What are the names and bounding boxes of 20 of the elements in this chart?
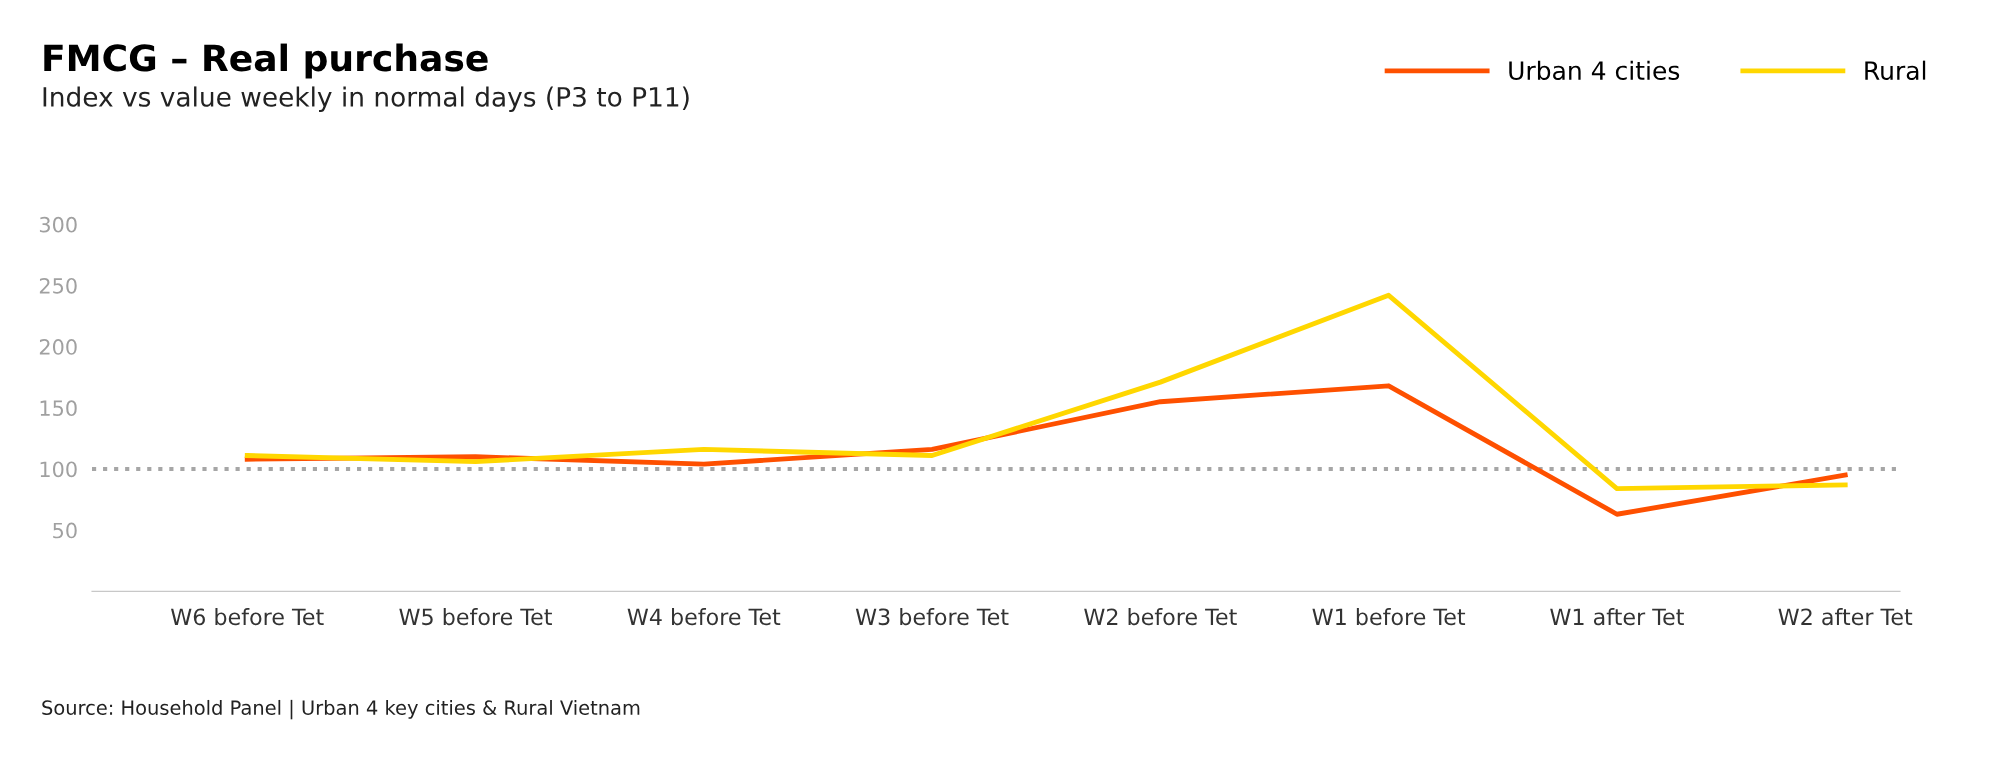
x-tick-label: W4 before Tet	[627, 607, 781, 626]
line-series	[244, 292, 1848, 491]
source-note: Source: Household Panel | Urban 4 key cities & Rural Vietnam	[42, 699, 640, 720]
y-tick-label: 50	[53, 522, 77, 539]
x-tick-label: W2 after Tet	[1778, 607, 1913, 626]
x-tick-label: W1 before Tet	[1312, 607, 1466, 626]
x-tick-label: W1 after Tet	[1550, 607, 1684, 626]
y-tick-label: 150	[40, 400, 77, 417]
y-tick-label: 200	[39, 339, 77, 355]
legend-label: Urban 4 cities	[1509, 60, 1680, 80]
y-tick-label: 300	[39, 216, 77, 233]
legend-label: Rural	[1865, 60, 1926, 80]
y-tick-label: 100	[40, 461, 77, 478]
x-tick-label: W6 before Tet	[171, 607, 324, 626]
x-tick-label: W3 before Tet	[855, 607, 1009, 626]
chart-title: FMCG – Real purchase	[44, 43, 488, 79]
x-tick-label: W2 before Tet	[1084, 607, 1237, 626]
y-tick-label: 250	[39, 277, 77, 294]
x-tick-label: W5 before Tet	[399, 607, 552, 626]
chart-subtitle: Index vs value weekly in normal days (P3 to P11)	[43, 86, 689, 112]
